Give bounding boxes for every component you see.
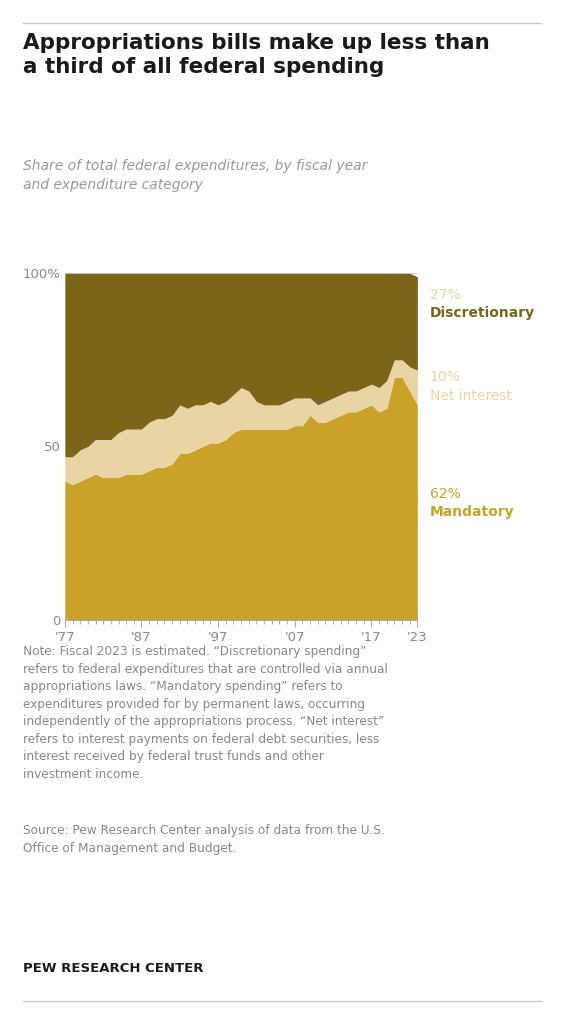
Text: Source: Pew Research Center analysis of data from the U.S.
Office of Management : Source: Pew Research Center analysis of … [23, 824, 384, 855]
Text: Discretionary: Discretionary [430, 306, 535, 321]
Text: 27%: 27% [430, 288, 460, 302]
Text: PEW RESEARCH CENTER: PEW RESEARCH CENTER [23, 962, 203, 975]
Text: 10%: 10% [430, 371, 461, 384]
Text: Mandatory: Mandatory [430, 505, 514, 519]
Text: Net interest: Net interest [430, 389, 512, 402]
Text: Appropriations bills make up less than
a third of all federal spending: Appropriations bills make up less than a… [23, 33, 490, 77]
Text: 62%: 62% [430, 486, 461, 501]
Text: Note: Fiscal 2023 is estimated. “Discretionary spending”
refers to federal expen: Note: Fiscal 2023 is estimated. “Discret… [23, 645, 387, 780]
Text: Share of total federal expenditures, by fiscal year
and expenditure category: Share of total federal expenditures, by … [23, 159, 367, 191]
